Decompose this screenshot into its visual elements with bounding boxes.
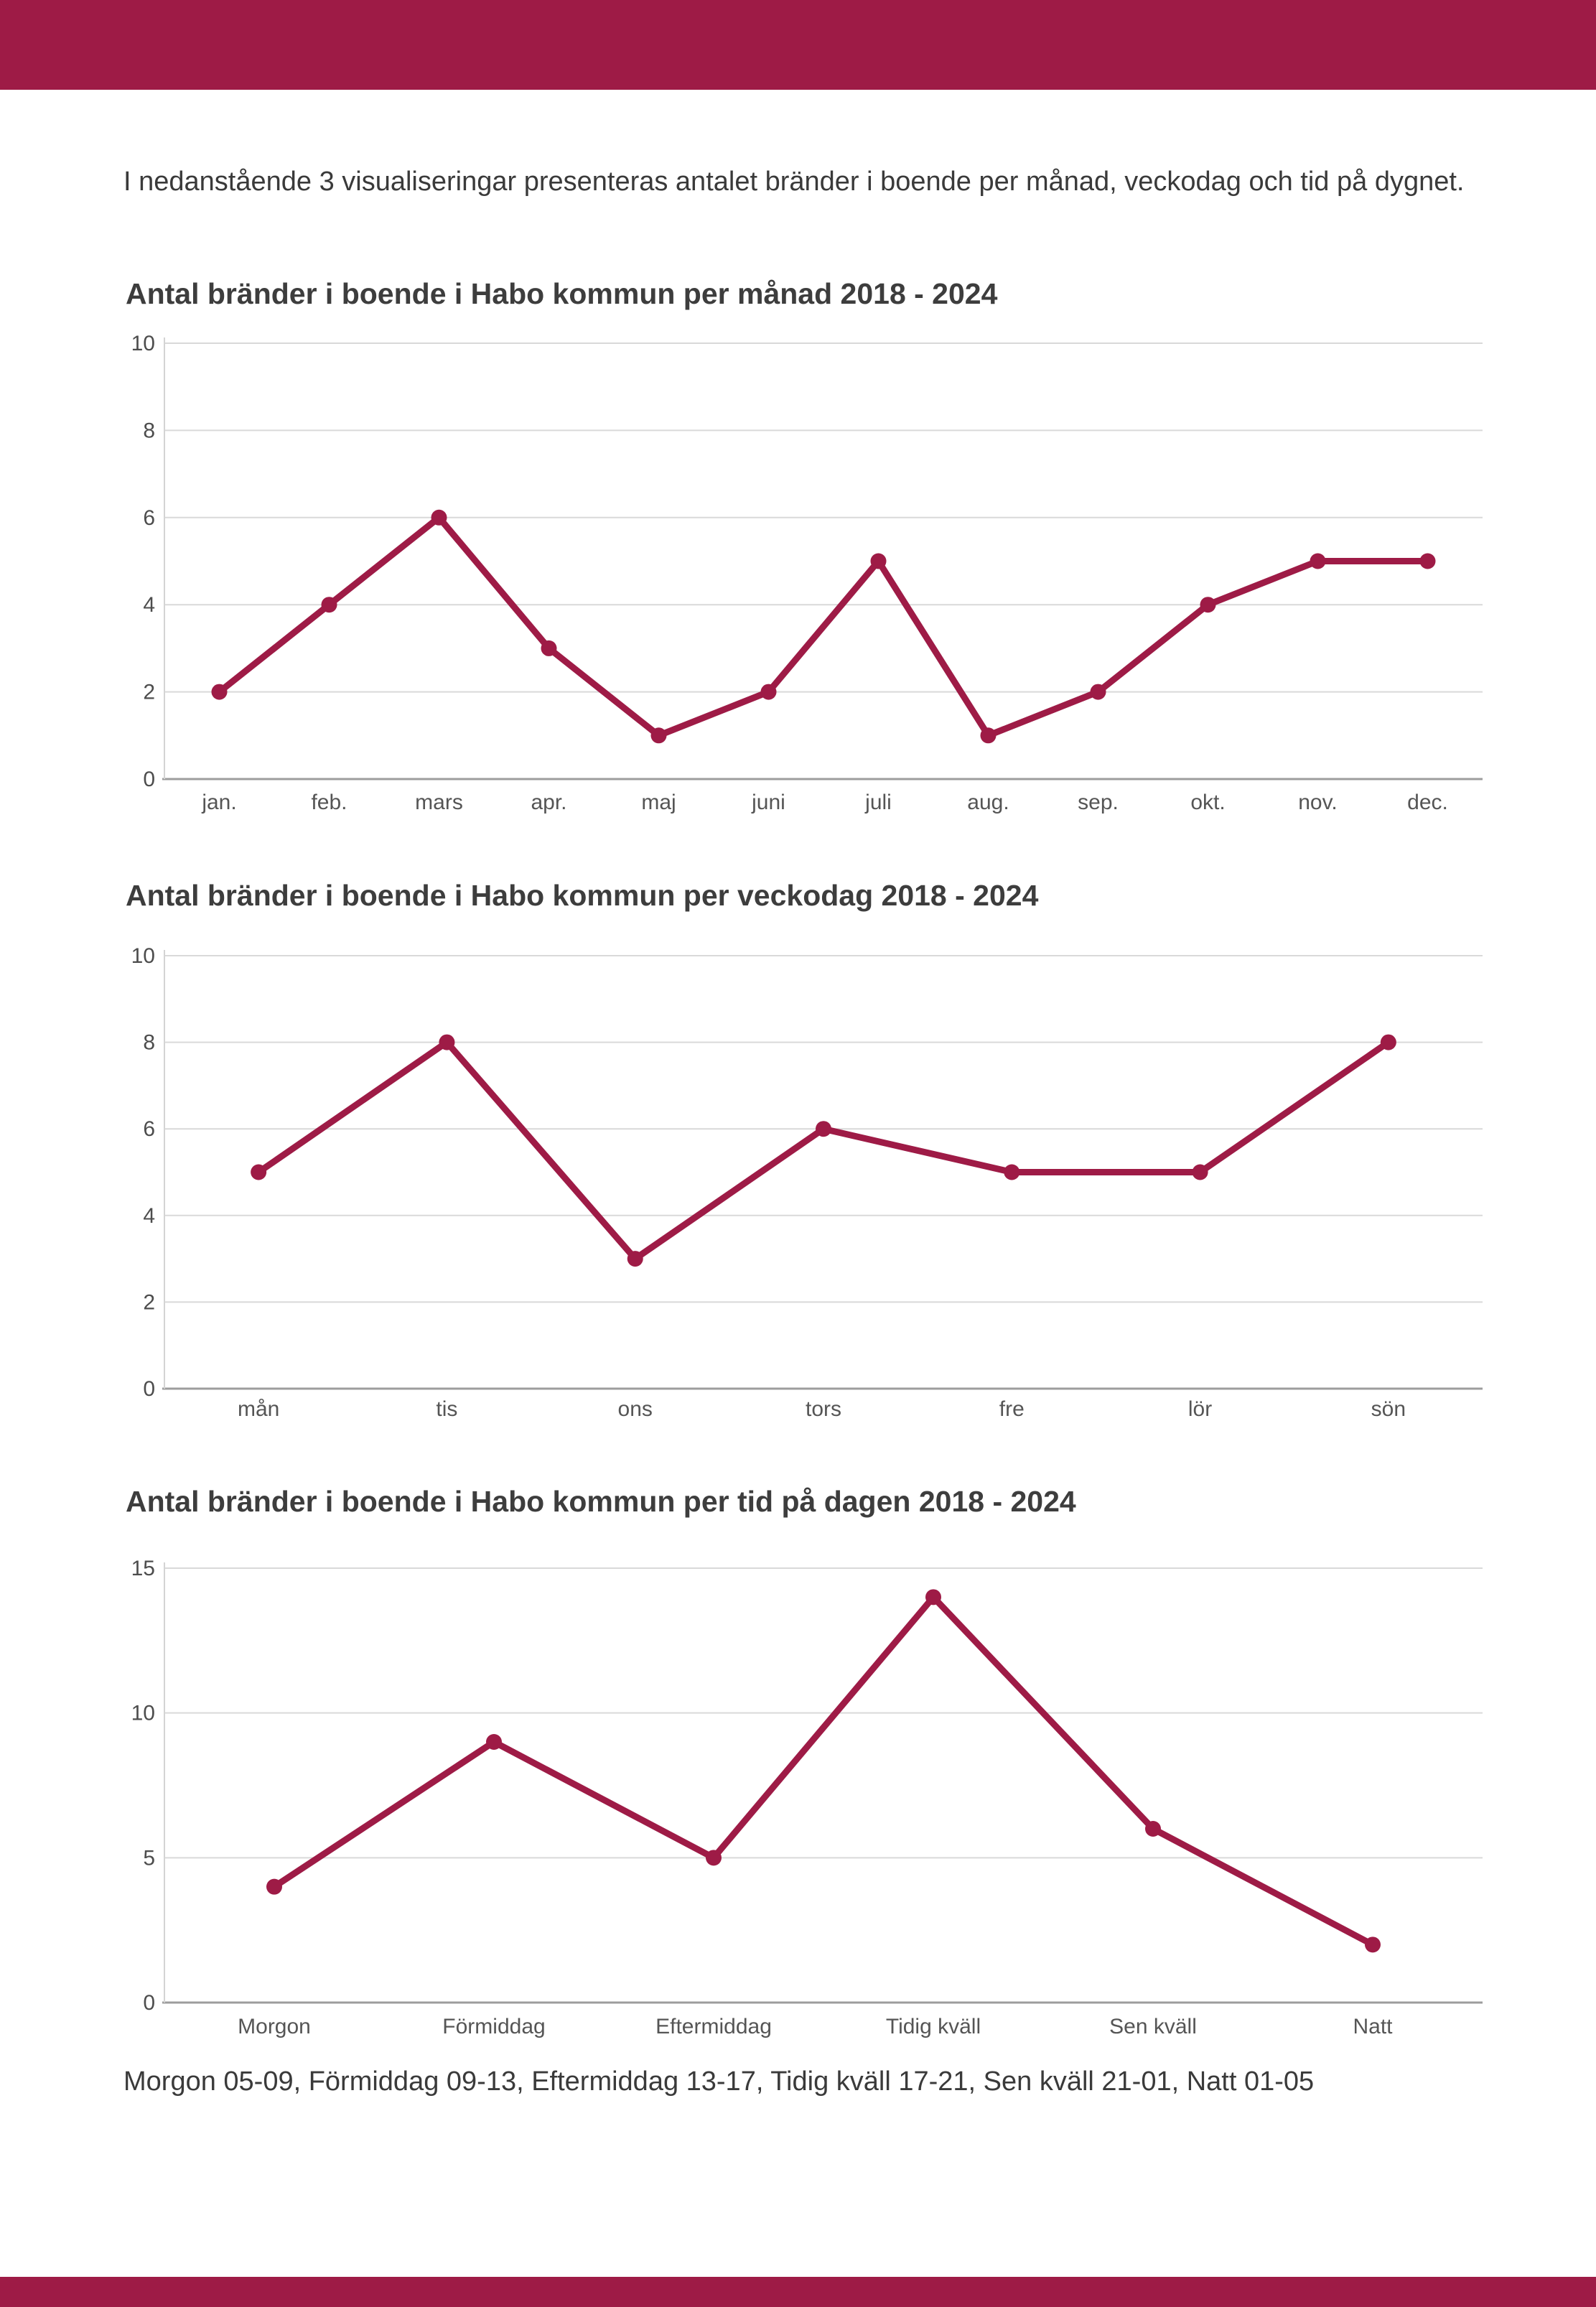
- svg-text:mån: mån: [238, 1397, 279, 1421]
- svg-text:dec.: dec.: [1407, 791, 1448, 814]
- svg-text:apr.: apr.: [531, 791, 566, 814]
- y-axis-tick-labels: 0 5 10 15: [131, 1558, 155, 2015]
- weekday-line-chart: 0 2 4 6 8 10 mån tis ons tors fre lör sön: [131, 948, 1483, 1421]
- svg-text:5: 5: [143, 1846, 155, 1870]
- svg-text:Morgon: Morgon: [238, 2015, 311, 2038]
- svg-text:0: 0: [143, 1991, 155, 2015]
- svg-text:juli: juli: [864, 791, 892, 814]
- svg-text:0: 0: [143, 768, 155, 791]
- svg-text:Natt: Natt: [1353, 2015, 1393, 2038]
- y-axis-tick-labels: 0 2 4 6 8 10: [131, 332, 155, 791]
- svg-text:mars: mars: [415, 791, 463, 814]
- svg-text:4: 4: [143, 1204, 155, 1228]
- svg-text:2: 2: [143, 681, 155, 704]
- series-line: [271, 1593, 1376, 1948]
- intro-text: I nedanstående 3 visualiseringar present…: [123, 167, 1465, 197]
- svg-text:Tidig kväll: Tidig kväll: [886, 2015, 981, 2038]
- svg-text:maj: maj: [641, 791, 676, 814]
- header-bar: [0, 0, 1596, 90]
- svg-text:ons: ons: [618, 1397, 653, 1421]
- svg-text:fre: fre: [999, 1397, 1025, 1421]
- svg-text:10: 10: [131, 948, 155, 968]
- data-point-markers: [211, 509, 1436, 744]
- chart-title-weekday: Antal bränder i boende i Habo kommun per…: [126, 879, 1039, 913]
- svg-text:feb.: feb.: [311, 791, 347, 814]
- svg-text:Sen kväll: Sen kväll: [1109, 2015, 1197, 2038]
- series-line: [216, 514, 1431, 739]
- svg-text:10: 10: [131, 1702, 155, 1725]
- y-axis-tick-labels: 0 2 4 6 8 10: [131, 948, 155, 1401]
- svg-text:jan.: jan.: [201, 791, 236, 814]
- svg-text:nov.: nov.: [1298, 791, 1337, 814]
- svg-text:sep.: sep.: [1078, 791, 1119, 814]
- svg-text:Eftermiddag: Eftermiddag: [655, 2015, 772, 2038]
- svg-text:8: 8: [143, 419, 155, 442]
- svg-text:Förmiddag: Förmiddag: [442, 2015, 545, 2038]
- x-axis-category-labels: Morgon Förmiddag Eftermiddag Tidig kväll Sen…: [238, 2015, 1393, 2038]
- chart-title-timeofday: Antal bränder i boende i Habo kommun per…: [126, 1485, 1076, 1519]
- svg-text:aug.: aug.: [967, 791, 1009, 814]
- svg-text:tors: tors: [806, 1397, 841, 1421]
- gridlines: [162, 1567, 1483, 2004]
- svg-text:10: 10: [131, 332, 155, 355]
- chart-title-monthly: Antal bränder i boende i Habo kommun per…: [126, 277, 998, 311]
- data-point-markers: [266, 1589, 1381, 1953]
- gridlines: [162, 955, 1483, 1390]
- svg-text:okt.: okt.: [1190, 791, 1225, 814]
- svg-text:6: 6: [143, 1117, 155, 1141]
- x-axis-category-labels: jan. feb. mars apr. maj juni juli aug. sep. okt. n…: [201, 791, 1448, 814]
- monthly-line-chart: 0 2 4 6 8 10 jan. feb. mars apr. maj juni juli aug. se…: [131, 332, 1483, 814]
- data-point-markers: [251, 1034, 1396, 1267]
- svg-text:8: 8: [143, 1031, 155, 1055]
- svg-text:2: 2: [143, 1290, 155, 1314]
- series-line: [255, 1039, 1392, 1262]
- svg-text:lör: lör: [1188, 1397, 1212, 1421]
- gridlines: [162, 342, 1483, 780]
- footer-bar: [0, 2277, 1596, 2307]
- svg-text:15: 15: [131, 1558, 155, 1580]
- svg-text:6: 6: [143, 506, 155, 530]
- time-ranges-note: Morgon 05-09, Förmiddag 09-13, Eftermidd…: [123, 2066, 1315, 2097]
- svg-text:sön: sön: [1371, 1397, 1406, 1421]
- svg-text:4: 4: [143, 593, 155, 617]
- svg-text:tis: tis: [436, 1397, 457, 1421]
- svg-text:juni: juni: [751, 791, 785, 814]
- svg-text:0: 0: [143, 1377, 155, 1401]
- timeofday-line-chart: 0 5 10 15 Morgon Förmiddag Eftermiddag Tidig kv…: [131, 1558, 1483, 2038]
- x-axis-category-labels: mån tis ons tors fre lör sön: [238, 1397, 1406, 1421]
